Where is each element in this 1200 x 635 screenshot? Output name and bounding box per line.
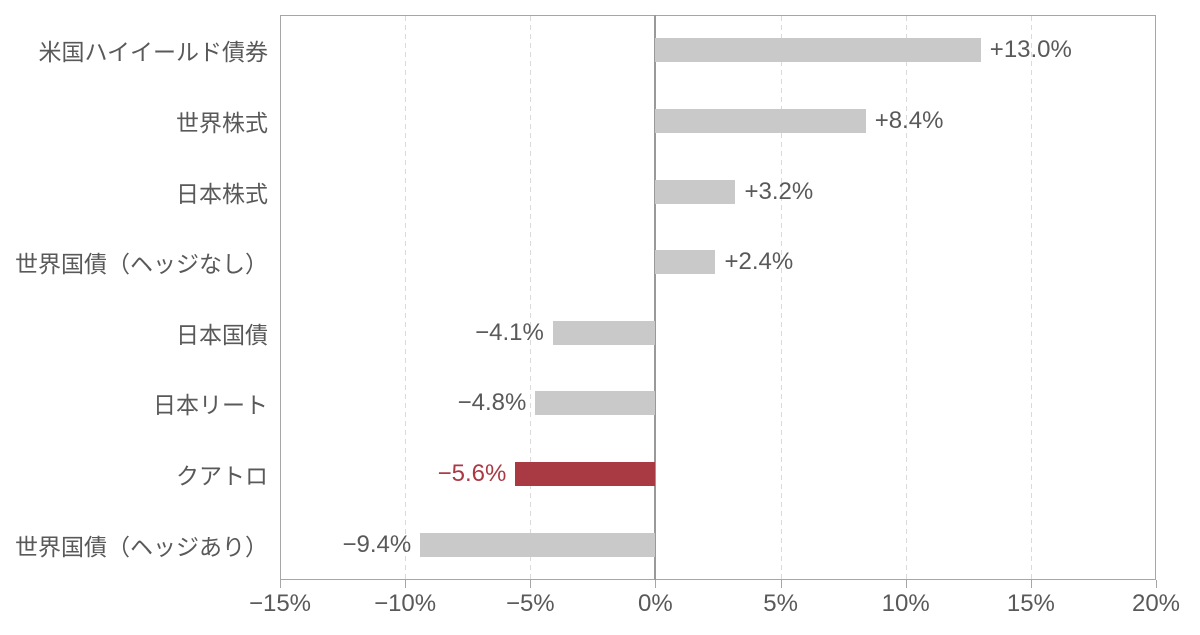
x-tick-label: 15% xyxy=(1006,590,1055,617)
x-axis-tick xyxy=(405,580,407,588)
gridline xyxy=(530,16,532,579)
category-label: 世界株式 xyxy=(176,109,268,136)
x-tick-label: −10% xyxy=(374,590,437,617)
gridline xyxy=(405,16,407,579)
gridline xyxy=(1030,16,1032,579)
x-tick-label: −15% xyxy=(248,590,312,617)
x-axis-tick xyxy=(655,580,657,588)
bar xyxy=(515,462,656,487)
x-tick-label: −5% xyxy=(505,590,555,617)
gridline xyxy=(905,16,907,579)
x-axis-tick xyxy=(530,580,532,588)
value-label: −5.6% xyxy=(437,460,507,488)
zero-axis-line xyxy=(654,15,657,580)
value-label: +13.0% xyxy=(989,36,1072,64)
category-label: 世界国債（ヘッジなし） xyxy=(15,251,268,278)
plot-area xyxy=(280,15,1156,580)
value-label: +2.4% xyxy=(724,248,794,276)
x-tick-label: 0% xyxy=(638,590,673,617)
category-label: 米国ハイイールド債券 xyxy=(38,39,268,66)
x-axis-tick xyxy=(280,580,281,588)
value-label: +3.2% xyxy=(744,177,814,205)
bar xyxy=(655,250,716,275)
value-label: −4.8% xyxy=(457,389,527,417)
value-label: −9.4% xyxy=(342,530,412,558)
category-label: クアトロ xyxy=(176,463,268,490)
x-tick-label: 20% xyxy=(1131,590,1181,617)
bar xyxy=(655,108,866,133)
gridline xyxy=(780,16,782,579)
bar xyxy=(655,38,981,63)
value-label: +8.4% xyxy=(874,106,944,134)
bar xyxy=(552,320,656,345)
x-axis-tick xyxy=(1156,580,1157,588)
x-tick-label: 10% xyxy=(881,590,930,617)
x-axis-tick xyxy=(780,580,782,588)
x-axis-tick xyxy=(905,580,907,588)
value-label: −4.1% xyxy=(475,318,544,346)
x-tick-label: 5% xyxy=(763,590,798,617)
category-label: 日本国債 xyxy=(176,321,268,348)
bar xyxy=(535,391,656,416)
bar xyxy=(420,532,656,557)
x-axis-tick xyxy=(1030,580,1032,588)
category-label: 日本リート xyxy=(153,392,268,419)
category-label: 日本株式 xyxy=(176,180,268,207)
bar xyxy=(655,179,736,204)
category-label: 世界国債（ヘッジあり） xyxy=(15,533,268,560)
